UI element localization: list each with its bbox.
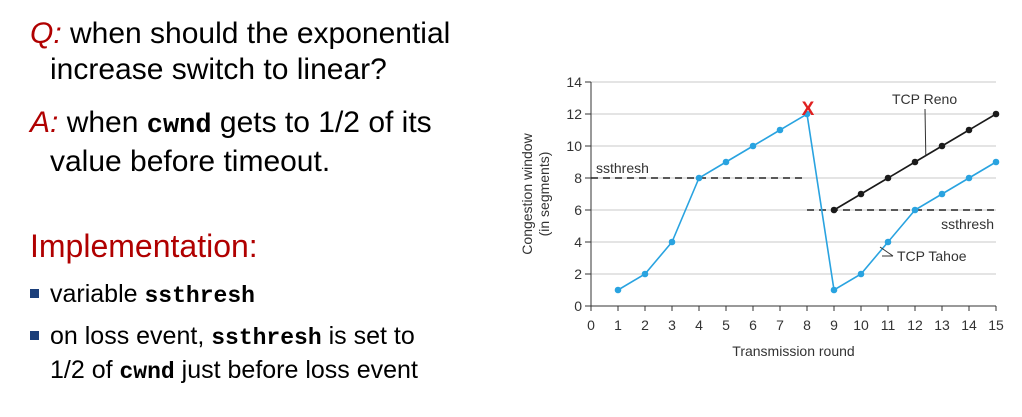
- chart-grid: [591, 81, 996, 275]
- tcp-tahoe-point: [992, 158, 1000, 166]
- tcp-tahoe-point: [911, 206, 919, 214]
- x-tick-label: 15: [988, 317, 1004, 333]
- bullet-square-icon: [30, 289, 39, 298]
- x-tick-label: 7: [776, 317, 784, 333]
- bullet-list: variable ssthresh on loss event, ssthres…: [30, 278, 500, 396]
- answer-prefix: A:: [30, 106, 59, 139]
- x-tick-label: 8: [803, 317, 811, 333]
- tcp-tahoe-point: [884, 238, 892, 246]
- chart-series: [614, 110, 1000, 294]
- ssthresh-lines: ssthresh ssthresh: [591, 160, 996, 232]
- question: Q: when should the exponential increase …: [30, 16, 500, 88]
- ssthresh-label: ssthresh: [596, 160, 649, 176]
- x-tick-label: 6: [749, 317, 757, 333]
- x-tick-label: 12: [907, 317, 923, 333]
- x-tick-label: 2: [641, 317, 649, 333]
- bullet-text: on loss event,: [50, 322, 212, 350]
- tcp-reno-point: [830, 206, 838, 214]
- x-tick-label: 5: [722, 317, 730, 333]
- chart-axes: [590, 82, 996, 307]
- tcp-tahoe-label: TCP Tahoe: [897, 248, 967, 264]
- tcp-reno-leader: [924, 108, 927, 156]
- x-tick-label: 10: [853, 317, 869, 333]
- loss-marker: X: [802, 99, 815, 120]
- implementation-heading: Implementation:: [30, 228, 258, 264]
- x-tick-label: 14: [961, 317, 977, 333]
- y-tick-label: 6: [574, 202, 582, 218]
- x-tick-label: 9: [830, 317, 838, 333]
- tcp-reno-point: [857, 190, 865, 198]
- tcp-reno-point: [992, 110, 1000, 118]
- tcp-tahoe-point: [695, 174, 703, 182]
- y-tick-label: 10: [566, 138, 582, 154]
- bullet-code: ssthresh: [144, 283, 255, 309]
- ssthresh-label: ssthresh: [941, 216, 994, 232]
- tcp-tahoe-point: [938, 190, 946, 198]
- bullet-item: on loss event, ssthresh is set to 1/2 of…: [30, 320, 500, 388]
- tcp-tahoe-point: [857, 270, 865, 278]
- y-tick-label: 12: [566, 106, 582, 122]
- bullet-code: ssthresh: [211, 325, 322, 351]
- tcp-tahoe-point: [830, 286, 838, 294]
- bullet-text-line2: 1/2 of: [50, 356, 120, 384]
- answer-text-1: when: [58, 106, 147, 139]
- y-tick-label: 8: [574, 170, 582, 186]
- tcp-tahoe-point: [641, 270, 649, 278]
- y-tick-label: 4: [574, 234, 582, 250]
- question-prefix: Q:: [30, 17, 62, 50]
- question-text: when should the exponential: [61, 17, 451, 50]
- tcp-tahoe-point: [749, 142, 757, 150]
- y-tick-label: 14: [566, 74, 582, 90]
- chart-labels: Transmission round Congestion window (in s…: [519, 91, 967, 359]
- bullet-code-cwnd: cwnd: [119, 359, 175, 385]
- tcp-reno-point: [884, 174, 892, 182]
- bullet-text-line2-post: just before loss event: [174, 356, 418, 384]
- tcp-tahoe-leader: [879, 246, 894, 257]
- tcp-tahoe-point: [776, 126, 784, 134]
- answer: A: when cwnd gets to 1/2 of its value be…: [30, 105, 500, 180]
- x-tick-label: 0: [587, 317, 595, 333]
- answer-code-cwnd: cwnd: [146, 111, 212, 141]
- y-tick-label: 0: [574, 298, 582, 314]
- bullet-text-post: is set to: [321, 322, 415, 350]
- bullet-text: variable: [50, 280, 145, 308]
- answer-text-2: gets to 1/2 of its: [211, 106, 432, 139]
- tcp-tahoe-point: [668, 238, 676, 246]
- tcp-reno-point: [965, 126, 973, 134]
- tcp-reno-label: TCP Reno: [892, 91, 957, 107]
- x-tick-label: 13: [934, 317, 950, 333]
- tcp-tahoe-point: [614, 286, 622, 294]
- y-axis-label: Congestion window: [519, 132, 535, 254]
- x-tick-label: 1: [614, 317, 622, 333]
- question-text-line2: increase switch to linear?: [50, 53, 387, 86]
- x-axis-label: Transmission round: [732, 343, 854, 359]
- tcp-reno-point: [938, 142, 946, 150]
- bullet-square-icon: [30, 331, 39, 340]
- x-tick-label: 3: [668, 317, 676, 333]
- x-tick-label: 4: [695, 317, 703, 333]
- tcp-tahoe-point: [803, 110, 811, 118]
- y-tick-label: 2: [574, 266, 582, 282]
- bullet-item: variable ssthresh: [30, 278, 500, 312]
- tcp-tahoe-point: [965, 174, 973, 182]
- tcp-tahoe-point: [722, 158, 730, 166]
- x-tick-label: 11: [881, 317, 896, 333]
- tcp-reno-point: [911, 158, 919, 166]
- y-axis-label-units: (in segments): [536, 152, 552, 237]
- answer-text-line2: value before timeout.: [50, 145, 331, 178]
